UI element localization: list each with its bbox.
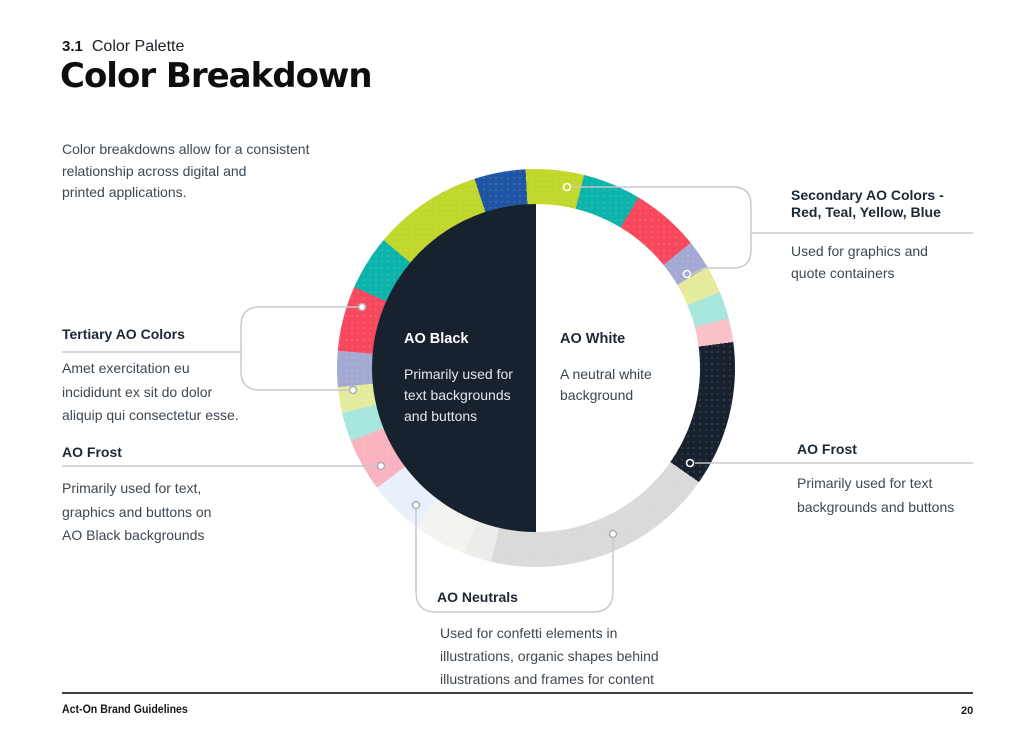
section-number: 3.1 bbox=[62, 38, 83, 55]
ao-black-title: AO Black bbox=[404, 331, 469, 347]
ao-white-label: AO White A neutral white background bbox=[560, 331, 690, 406]
page-title: Color Breakdown bbox=[60, 56, 373, 96]
ao-black-desc: Primarily used for text backgrounds and … bbox=[404, 366, 513, 424]
footer-document-title: Act-On Brand Guidelines bbox=[62, 704, 188, 716]
callout-frost-right-title: AO Frost bbox=[797, 441, 857, 457]
callout-neutrals-desc: Used for confetti elements in illustrati… bbox=[440, 625, 659, 687]
section-kicker: 3.1 Color Palette bbox=[62, 38, 184, 56]
callout-frost-left-desc: Primarily used for text, graphics and bu… bbox=[62, 480, 212, 543]
footer-page-number: 20 bbox=[961, 705, 974, 717]
intro-paragraph: Color breakdowns allow for a consistent … bbox=[62, 141, 310, 200]
ao-white-title: AO White bbox=[560, 331, 626, 347]
footer-divider bbox=[62, 692, 973, 694]
callout-frost-right-desc: Primarily used for text backgrounds and … bbox=[797, 475, 955, 515]
section-title: Color Palette bbox=[91, 38, 185, 55]
callout-secondary-desc: Used for graphics and quote containers bbox=[791, 243, 928, 281]
ao-white-desc: A neutral white background bbox=[560, 366, 652, 403]
ao-black-label: AO Black Primarily used for text backgro… bbox=[404, 331, 534, 427]
callout-tertiary-title: Tertiary AO Colors bbox=[62, 326, 185, 342]
callout-secondary-title: Secondary AO Colors - Red, Teal, Yellow,… bbox=[791, 187, 944, 220]
callout-ao-frost-left: AO Frost Primarily used for text, graphi… bbox=[62, 444, 282, 548]
callout-ao-frost-right: AO Frost Primarily used for text backgro… bbox=[797, 441, 997, 519]
callout-frost-left-title: AO Frost bbox=[62, 444, 122, 460]
callout-tertiary-desc: Amet exercitation eu incididunt ex sit d… bbox=[62, 360, 239, 423]
callout-secondary-colors: Secondary AO Colors - Red, Teal, Yellow,… bbox=[791, 187, 991, 284]
callout-tertiary-colors: Tertiary AO Colors Amet exercitation eu … bbox=[62, 326, 282, 428]
callout-neutrals-title: AO Neutrals bbox=[437, 589, 518, 605]
